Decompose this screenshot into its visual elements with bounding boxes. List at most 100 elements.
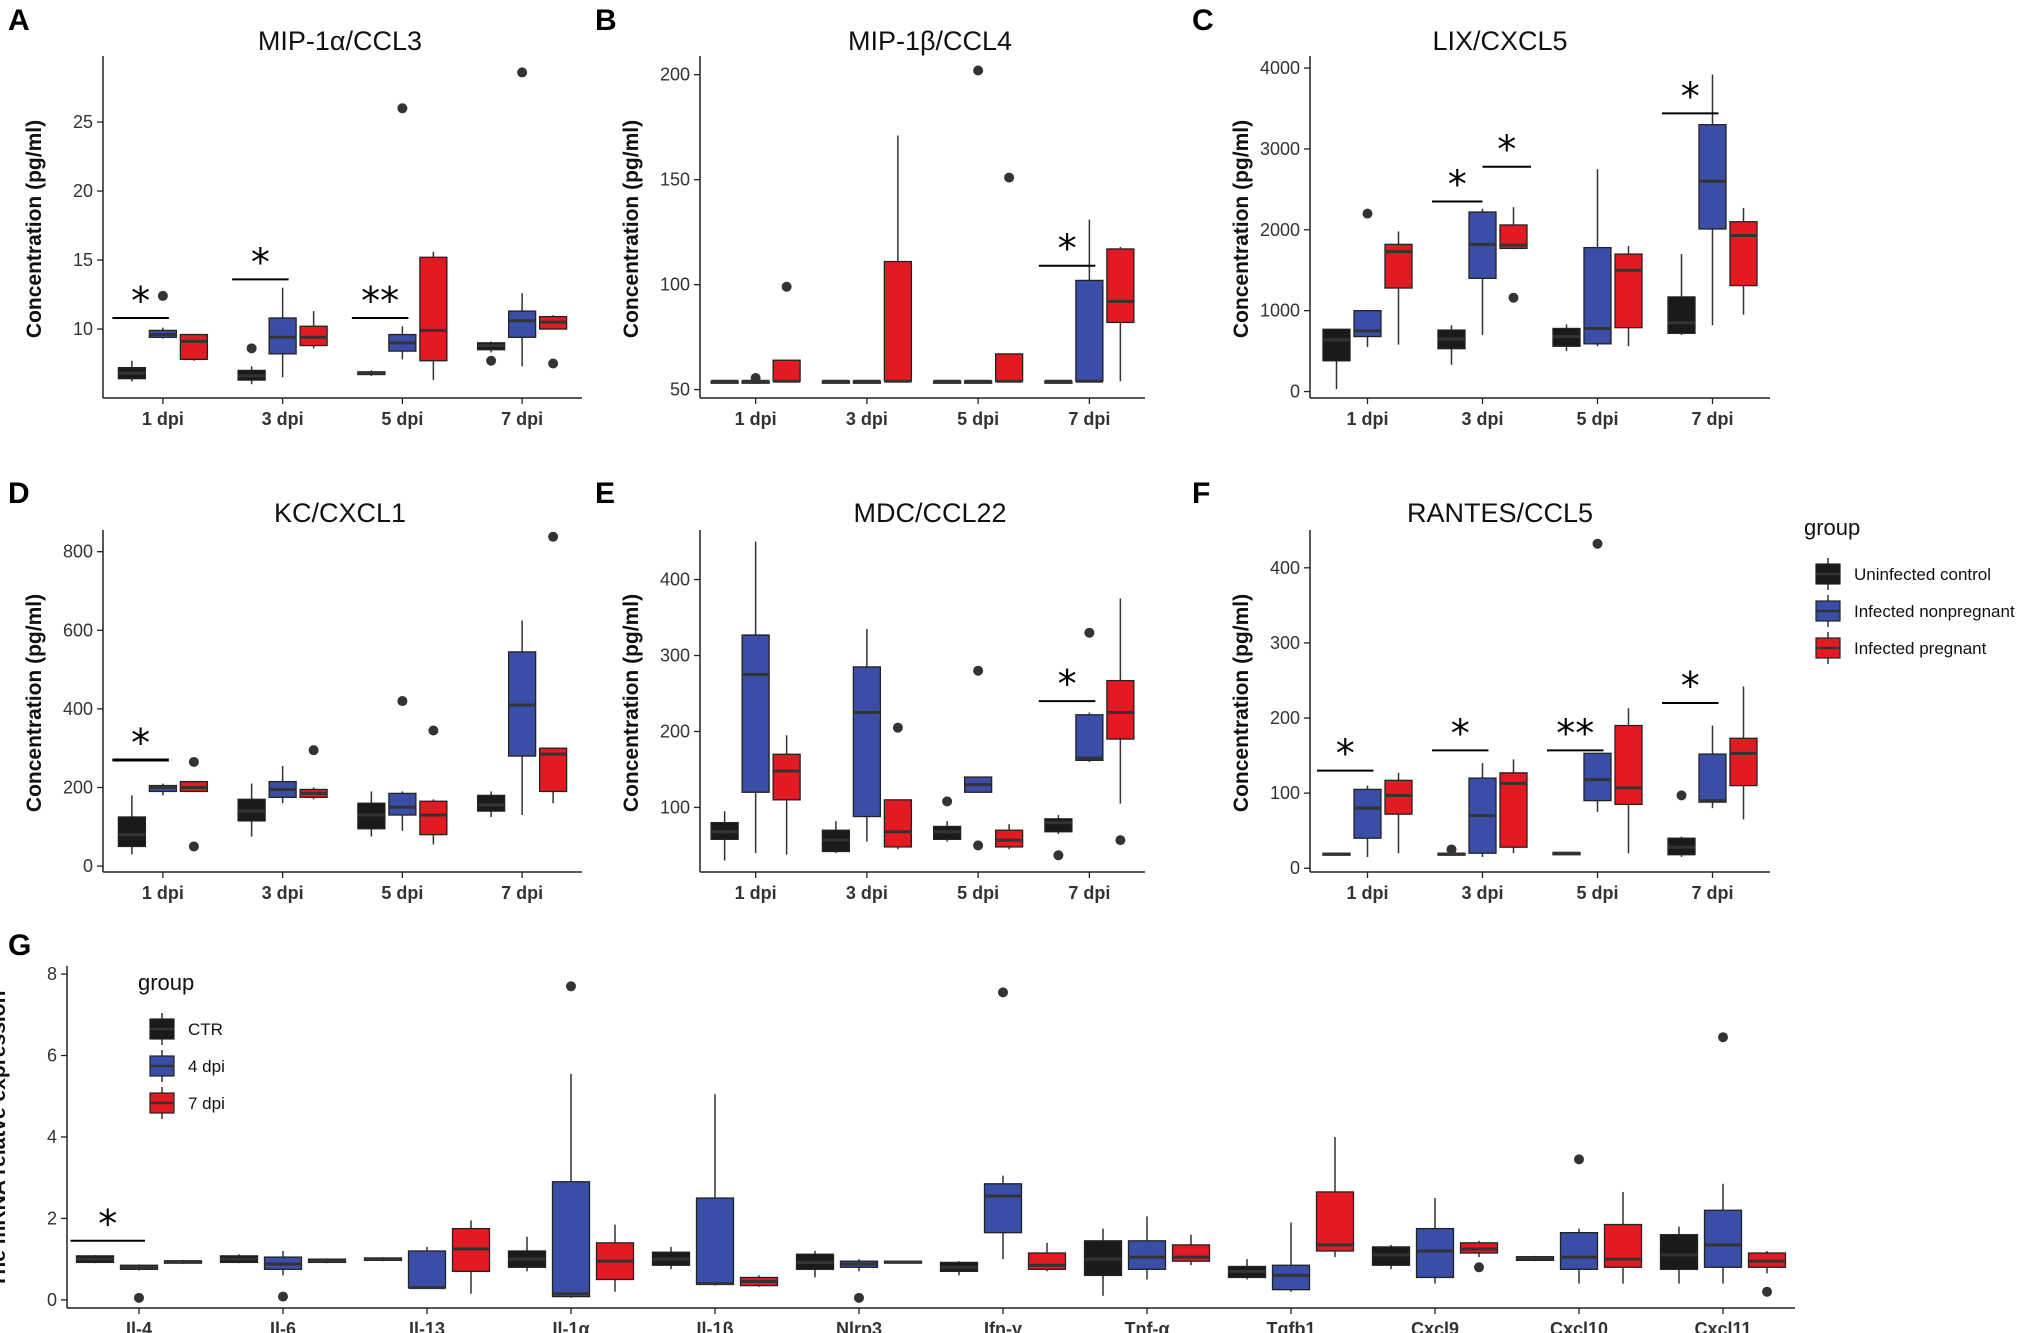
box-c-0-1 bbox=[1437, 325, 1466, 365]
box bbox=[1703, 1209, 1743, 1268]
box-g-1-3 bbox=[551, 981, 591, 1298]
box-g-2-7 bbox=[1171, 1234, 1211, 1266]
outlier-point bbox=[548, 358, 559, 369]
panel-letter: C bbox=[1192, 4, 1214, 37]
outlier-point bbox=[397, 696, 408, 707]
box-c-1-1 bbox=[1468, 208, 1497, 335]
x-tick-label: 5 dpi bbox=[1576, 409, 1618, 429]
box bbox=[1499, 772, 1528, 848]
significance-star: * bbox=[1497, 128, 1516, 172]
x-tick-label: 5 dpi bbox=[1576, 883, 1618, 903]
box-g-0-1 bbox=[219, 1254, 259, 1264]
box bbox=[983, 1183, 1023, 1234]
box-g-2-6 bbox=[1027, 1242, 1067, 1272]
outlier-point bbox=[750, 373, 761, 384]
box-g-2-8 bbox=[1315, 1136, 1355, 1258]
box-b-1-3 bbox=[1075, 219, 1104, 383]
y-axis-label: Concentration (pg/ml) bbox=[1230, 120, 1253, 338]
box bbox=[419, 256, 448, 362]
y-tick-label: 300 bbox=[1270, 633, 1300, 653]
x-tick-label: 1 dpi bbox=[142, 409, 184, 429]
box-d-1-0 bbox=[148, 783, 178, 796]
box-a-2-0 bbox=[179, 333, 209, 361]
y-tick-label: 10 bbox=[73, 319, 93, 339]
y-tick-label: 20 bbox=[73, 181, 93, 201]
box-f-0-2 bbox=[1552, 851, 1581, 856]
box-d-0-0 bbox=[117, 795, 147, 855]
legend-item-label: 7 dpi bbox=[188, 1094, 225, 1113]
x-tick-label: 7 dpi bbox=[501, 409, 543, 429]
y-tick-label: 50 bbox=[670, 380, 690, 400]
y-tick-label: 0 bbox=[1290, 382, 1300, 402]
box bbox=[1559, 1232, 1599, 1270]
chart-title: MDC/CCL22 bbox=[853, 498, 1006, 528]
panel-a: A MIP-1α/CCL3 Concentration (pg/ml) 10 15 20 2… bbox=[8, 4, 582, 429]
box bbox=[994, 829, 1024, 848]
box bbox=[1729, 737, 1758, 787]
x-tick-label: 5 dpi bbox=[957, 409, 999, 429]
box-e-0-0 bbox=[710, 811, 739, 861]
significance-star: * bbox=[251, 240, 270, 284]
outlier-point bbox=[517, 67, 528, 78]
panel-b: B MIP-1β/CCL4 Concentration (pg/ml) 50 100 15… bbox=[595, 4, 1145, 429]
outlier-point bbox=[1718, 1032, 1728, 1043]
y-tick-label: 4 bbox=[47, 1127, 57, 1147]
box-g-0-11 bbox=[1659, 1226, 1699, 1284]
legend-title: group bbox=[1804, 515, 1860, 540]
chart-title: MIP-1β/CCL4 bbox=[848, 26, 1012, 56]
box bbox=[419, 800, 448, 836]
outlier-point bbox=[1053, 850, 1064, 861]
x-tick-label: Il-1α bbox=[552, 1319, 589, 1333]
y-tick-label: 800 bbox=[63, 542, 93, 562]
y-tick-label: 4000 bbox=[1260, 58, 1300, 78]
legend-item-label: CTR bbox=[188, 1020, 223, 1039]
y-axis-label: The mRNA relatve expression bbox=[0, 991, 10, 1288]
outlier-point bbox=[428, 725, 439, 736]
box-g-1-2 bbox=[407, 1246, 447, 1290]
box bbox=[1106, 679, 1135, 740]
box bbox=[1659, 1234, 1699, 1270]
box-g-1-9 bbox=[1415, 1198, 1455, 1284]
outlier-point bbox=[188, 756, 199, 767]
panel-letter: D bbox=[8, 477, 30, 510]
box-d-1-1 bbox=[268, 765, 297, 804]
x-tick-label: 7 dpi bbox=[1068, 883, 1110, 903]
y-tick-label: 15 bbox=[73, 250, 93, 270]
box bbox=[994, 353, 1024, 382]
box-d-2-3 bbox=[538, 531, 568, 804]
x-tick-label: Il-1β bbox=[697, 1319, 734, 1333]
box bbox=[1127, 1240, 1167, 1270]
legend-title: group bbox=[138, 970, 194, 995]
outlier-point bbox=[1474, 1262, 1484, 1273]
x-tick-label: 7 dpi bbox=[1691, 883, 1733, 903]
box bbox=[1603, 1223, 1643, 1268]
box-a-1-1 bbox=[268, 287, 297, 378]
chart-title: MIP-1α/CCL3 bbox=[258, 26, 422, 56]
box bbox=[407, 1250, 447, 1289]
box-a-0-0 bbox=[117, 360, 147, 382]
significance-star: * bbox=[131, 721, 150, 765]
significance-star: * bbox=[1681, 74, 1700, 118]
x-tick-label: 7 dpi bbox=[501, 883, 543, 903]
box bbox=[852, 666, 882, 818]
outlier-point bbox=[1574, 1154, 1584, 1165]
y-tick-label: 200 bbox=[660, 65, 690, 85]
box bbox=[117, 816, 147, 848]
box-g-2-2 bbox=[451, 1220, 491, 1294]
box-f-2-3 bbox=[1729, 686, 1758, 820]
legend-item-label: Infected pregnant bbox=[1854, 639, 1987, 658]
x-tick-label: 1 dpi bbox=[735, 409, 777, 429]
y-tick-label: 3000 bbox=[1260, 139, 1300, 159]
box-g-2-9 bbox=[1459, 1240, 1499, 1273]
box-g-1-7 bbox=[1127, 1216, 1167, 1280]
box-a-1-0 bbox=[148, 290, 178, 339]
box-b-0-3 bbox=[1044, 379, 1073, 384]
chart-title: LIX/CXCL5 bbox=[1432, 26, 1567, 56]
box-c-2-3 bbox=[1729, 207, 1758, 315]
y-tick-label: 6 bbox=[47, 1046, 57, 1066]
box-g-0-9 bbox=[1371, 1244, 1411, 1270]
box-f-2-1 bbox=[1499, 759, 1528, 854]
significance-star: ** bbox=[361, 279, 399, 323]
box bbox=[1698, 124, 1727, 230]
box-b-1-2 bbox=[963, 65, 993, 384]
